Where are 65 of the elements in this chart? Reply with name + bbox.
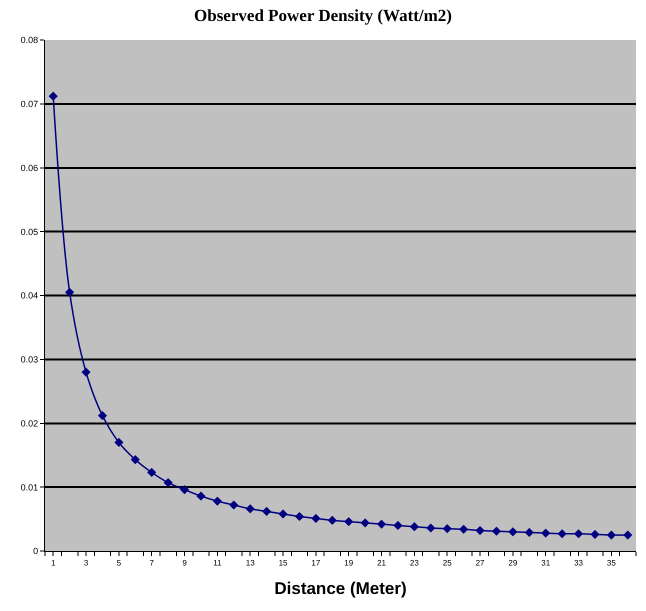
point (164, 478, 173, 488)
point (376, 520, 386, 529)
x-axis-title: Distance (Meter) (274, 579, 407, 598)
x-tick-label: 23 (410, 558, 420, 568)
point (426, 523, 436, 533)
y-tick-label: 0.02 (20, 418, 38, 428)
point (574, 529, 584, 538)
y-tick-label: 0.07 (20, 99, 38, 110)
x-tick-label: 5 (116, 558, 122, 568)
point (475, 526, 485, 536)
point (344, 517, 354, 526)
x-tick-label: 1 (50, 558, 56, 568)
y-tick-label: 0.04 (20, 290, 38, 301)
point (541, 528, 550, 538)
y-tick-label: 0.06 (20, 162, 38, 173)
point (459, 524, 468, 534)
y-tick-label: 0.03 (20, 354, 38, 365)
point (98, 411, 108, 420)
y-tick-label: 0 (33, 546, 38, 556)
x-tick-label: 15 (278, 558, 288, 568)
point (196, 492, 206, 501)
x-tick-label: 21 (377, 558, 387, 568)
x-tick-label: 35 (606, 558, 616, 568)
y-tick-label: 0.05 (20, 226, 38, 237)
point (410, 522, 419, 532)
x-tick-label: 33 (574, 558, 584, 568)
point (262, 506, 272, 516)
point (294, 512, 304, 522)
x-tick-label: 9 (182, 558, 188, 568)
y-tick-label: 0.08 (20, 35, 38, 46)
x-tick-label: 17 (311, 558, 321, 568)
x-tick-label: 13 (246, 558, 256, 568)
point (606, 530, 616, 540)
point (48, 92, 58, 101)
x-tick-label: 27 (476, 558, 486, 568)
point (442, 524, 452, 534)
chart-title: Observed Power Density (Watt/m2) (194, 6, 452, 26)
point (65, 288, 74, 297)
point (328, 516, 337, 525)
y-tick-label: 0.01 (20, 482, 38, 492)
x-tick-label: 25 (442, 558, 452, 568)
point (508, 527, 518, 536)
x-tick-label: 29 (508, 558, 518, 568)
point (81, 368, 91, 377)
point (130, 455, 140, 464)
point (393, 520, 403, 530)
point (246, 504, 255, 514)
point (623, 530, 632, 540)
point (147, 468, 156, 477)
point (212, 496, 222, 506)
point (114, 438, 124, 447)
point (492, 526, 502, 536)
point (180, 485, 190, 494)
x-tick-label: 11 (213, 558, 222, 568)
point (278, 509, 288, 518)
point (558, 529, 567, 538)
point (360, 518, 370, 528)
x-tick-label: 19 (344, 558, 354, 568)
point (590, 530, 600, 539)
x-tick-label: 3 (84, 558, 89, 568)
point (524, 528, 534, 538)
x-tick-label: 7 (149, 558, 154, 568)
x-tick-label: 31 (541, 558, 551, 568)
point (311, 514, 320, 523)
point (229, 500, 238, 510)
